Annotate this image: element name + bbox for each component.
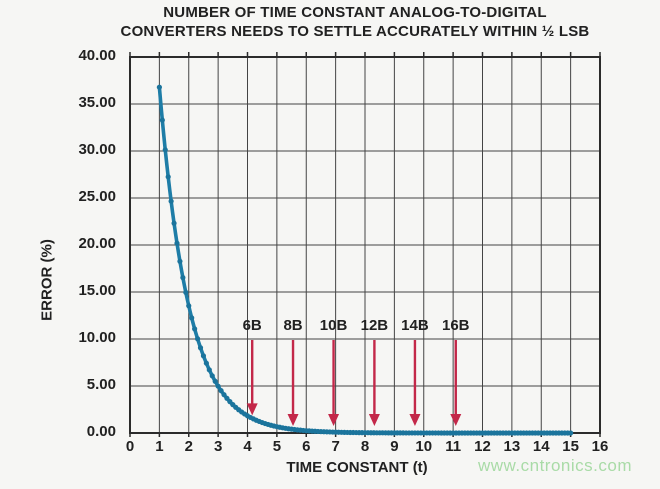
x-tick-label: 6 bbox=[302, 438, 311, 455]
watermark-text: www.cntronics.com bbox=[478, 456, 632, 475]
y-tick-label: 10.00 bbox=[78, 329, 116, 346]
x-tick-label: 16 bbox=[591, 438, 609, 455]
curve-marker bbox=[192, 326, 198, 332]
curve-marker bbox=[186, 303, 192, 309]
curve-marker bbox=[215, 383, 221, 389]
x-tick-label: 14 bbox=[532, 438, 550, 455]
annotation-arrow-head bbox=[409, 414, 421, 426]
curve-marker bbox=[568, 430, 574, 436]
annotation-arrow-head bbox=[368, 414, 380, 426]
curve-marker bbox=[180, 275, 186, 281]
y-tick-label: 5.00 bbox=[86, 376, 116, 393]
annotation-arrow-head bbox=[328, 414, 340, 426]
x-tick-label: 5 bbox=[272, 438, 282, 455]
x-tick-label: 13 bbox=[503, 438, 521, 455]
annotation-label-10B: 10B bbox=[319, 317, 348, 334]
curve-marker bbox=[177, 258, 183, 264]
chart-title-line-2: CONVERTERS NEEDS TO SETTLE ACCURATELY WI… bbox=[120, 23, 590, 40]
y-tick-label: 40.00 bbox=[78, 47, 116, 64]
curve-marker bbox=[162, 147, 168, 153]
curve-marker bbox=[156, 84, 162, 90]
curve-marker bbox=[221, 392, 227, 398]
x-tick-label: 3 bbox=[213, 438, 223, 455]
x-tick-label: 2 bbox=[184, 438, 193, 455]
y-tick-label: 15.00 bbox=[78, 282, 116, 299]
x-tick-label: 12 bbox=[474, 438, 491, 455]
x-axis-label: TIME CONSTANT (t) bbox=[286, 459, 428, 476]
curve-marker bbox=[212, 378, 218, 384]
curve-marker bbox=[194, 336, 201, 342]
curve-marker bbox=[206, 367, 212, 373]
annotation-label-8B: 8B bbox=[283, 317, 303, 334]
annotation-label-14B: 14B bbox=[401, 317, 429, 334]
curve-marker bbox=[209, 373, 215, 379]
curve-marker bbox=[189, 315, 195, 321]
curve-marker bbox=[168, 198, 174, 204]
x-tick-label: 1 bbox=[155, 438, 164, 455]
x-tick-label: 11 bbox=[445, 438, 462, 455]
curve-marker bbox=[200, 353, 207, 359]
y-tick-label: 20.00 bbox=[78, 235, 116, 252]
chart-title: NUMBER OF TIME CONSTANT ANALOG-TO-DIGITA… bbox=[50, 3, 660, 41]
y-tick-label: 25.00 bbox=[78, 188, 116, 205]
annotation-label-6B: 6B bbox=[242, 317, 262, 334]
curve-marker bbox=[174, 240, 180, 246]
curve-marker bbox=[218, 388, 224, 394]
y-tick-label: 35.00 bbox=[78, 94, 116, 111]
y-tick-label: 0.00 bbox=[86, 423, 116, 440]
annotation-arrow-head bbox=[450, 414, 462, 426]
x-tick-label: 0 bbox=[125, 438, 135, 455]
y-tick-label: 30.00 bbox=[78, 141, 116, 158]
annotation-arrow-head bbox=[287, 414, 299, 426]
curve-marker bbox=[165, 174, 171, 180]
x-tick-label: 9 bbox=[390, 438, 399, 455]
curve-marker bbox=[183, 289, 189, 296]
curve-marker bbox=[203, 360, 209, 366]
curve-marker bbox=[159, 117, 165, 123]
annotation-arrow-head bbox=[246, 403, 258, 416]
annotation-label-16B: 16B bbox=[442, 317, 470, 334]
x-tick-label: 8 bbox=[360, 438, 370, 455]
x-tick-label: 4 bbox=[243, 438, 252, 455]
x-tick-label: 7 bbox=[331, 438, 340, 455]
chart-title-line-1: NUMBER OF TIME CONSTANT ANALOG-TO-DIGITA… bbox=[163, 4, 547, 21]
x-tick-label: 15 bbox=[562, 438, 579, 455]
x-tick-label: 10 bbox=[415, 438, 433, 455]
annotation-label-12B: 12B bbox=[360, 317, 389, 334]
curve-marker bbox=[197, 345, 204, 351]
curve-marker bbox=[171, 220, 177, 226]
